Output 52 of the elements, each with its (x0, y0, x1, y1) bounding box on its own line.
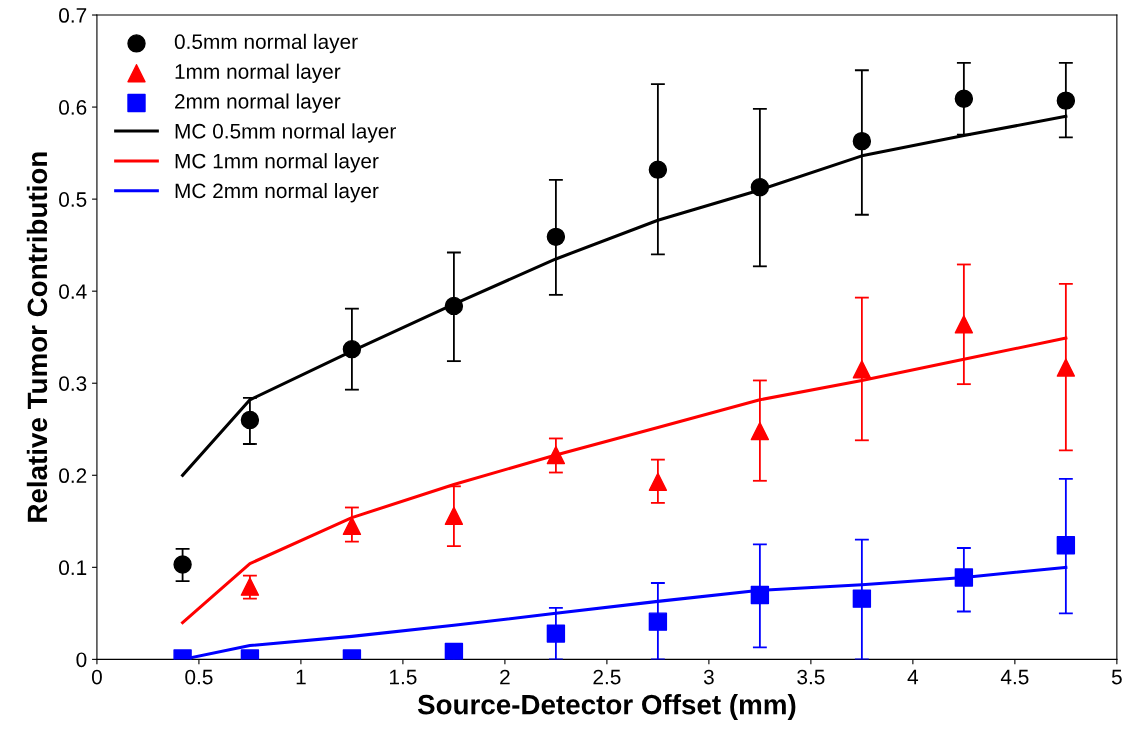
x-tick-label: 0 (91, 669, 102, 685)
legend-label: 0.5mm normal layer (174, 33, 358, 54)
x-tick-label: 2.5 (593, 669, 621, 685)
y-axis-title: Relative Tumor Contribution (26, 152, 48, 522)
x-tick-label: 5 (1111, 669, 1122, 685)
point (852, 360, 872, 379)
x-tick-label: 3.5 (797, 669, 825, 685)
point (648, 472, 668, 491)
legend-label: MC 1mm normal layer (175, 153, 379, 173)
point (444, 296, 464, 316)
legend-label: 1mm normal layer (175, 63, 341, 84)
y-tick-label: 0.4 (59, 284, 87, 299)
point (648, 160, 668, 179)
point (648, 612, 668, 631)
legend-label: MC 0.5mm normal layer (175, 123, 396, 143)
legend-label: MC 2mm normal layer (175, 182, 379, 203)
x-axis-title: Source-Detector Offset (mm) (417, 694, 796, 720)
y-tick-label: 0.2 (59, 468, 87, 484)
point (240, 410, 260, 430)
point (342, 339, 362, 359)
point (750, 421, 770, 441)
x-tick-label: 3 (703, 669, 714, 685)
y-tick-label: 0 (76, 652, 87, 668)
point (750, 585, 770, 605)
point (342, 516, 362, 536)
point (852, 131, 872, 151)
point (546, 445, 566, 465)
y-tick-label: 0.3 (59, 376, 87, 391)
x-tick-label: 2 (500, 669, 510, 685)
point (954, 568, 974, 587)
y-tick-label: 0.1 (59, 560, 87, 576)
y-tick-label: 0.7 (59, 8, 87, 23)
x-tick-label: 4.5 (1000, 669, 1029, 685)
point (954, 89, 974, 108)
legend-label: 2mm normal layer (175, 93, 341, 113)
point (546, 624, 566, 643)
y-tick-label: 0.5 (59, 192, 87, 207)
point (444, 506, 464, 525)
point (173, 555, 192, 574)
x-tick-label: 4 (907, 669, 919, 685)
point (852, 589, 872, 608)
x-tick-label: 0.5 (185, 669, 213, 685)
point (1056, 91, 1076, 110)
point (546, 227, 566, 247)
point (1056, 536, 1076, 555)
point (954, 315, 974, 334)
point (750, 177, 770, 197)
y-tick-label: 0.6 (59, 100, 87, 115)
point (240, 577, 260, 596)
x-tick-label: 1.5 (390, 669, 417, 685)
x-tick-label: 1 (296, 669, 306, 685)
point (1056, 358, 1076, 377)
